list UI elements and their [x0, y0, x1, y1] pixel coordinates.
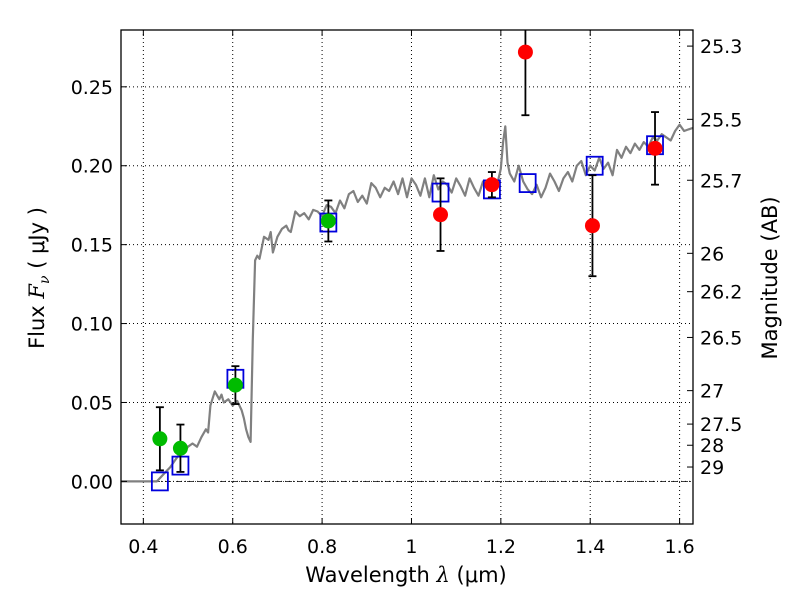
observed-point	[227, 377, 243, 393]
plot-frame	[120, 29, 694, 525]
mag-tick-label: 25.7	[700, 170, 742, 192]
y-tick-label: 0.20	[71, 156, 113, 178]
mag-tick-label: 25.5	[700, 109, 742, 131]
plot-area	[121, 30, 693, 492]
mag-tick-label: 26	[700, 243, 724, 265]
observed-point	[584, 218, 600, 234]
observed-point	[320, 213, 336, 229]
mag-tick-label: 26.5	[700, 327, 742, 349]
sed-model-line	[121, 123, 693, 483]
observed-point	[647, 140, 663, 156]
x-tick-label: 0.6	[218, 536, 248, 558]
x-tick-label: 1.6	[664, 536, 694, 558]
mag-tick-label: 27	[700, 381, 724, 403]
observed-point	[484, 177, 500, 193]
y-tick-label: 0.00	[71, 471, 113, 493]
observed-point	[172, 440, 188, 456]
x-tick-label: 1.4	[575, 536, 605, 558]
mag-tick-label: 28	[700, 435, 724, 457]
y2-axis-label: Magnitude (AB)	[758, 196, 782, 359]
model-photometry-square	[518, 173, 537, 193]
x-tick-label: 0.8	[307, 536, 337, 558]
mag-tick-label: 29	[700, 457, 724, 479]
y-axis-label: Flux Fν ( μJy )	[25, 207, 53, 349]
x-tick-label: 1	[405, 536, 417, 558]
y-tick-label: 0.10	[71, 314, 113, 336]
mag-tick-label: 27.5	[700, 414, 742, 436]
x-tick-label: 1.2	[486, 536, 516, 558]
mag-tick-label: 25.3	[700, 36, 742, 58]
grid	[121, 30, 693, 524]
axes	[120, 29, 694, 525]
x-axis-label: Wavelength λ (μm)	[305, 563, 506, 587]
mag-tick-label: 26.2	[700, 282, 742, 304]
observed-point	[433, 207, 449, 223]
y-tick-label: 0.15	[71, 235, 113, 257]
y-tick-label: 0.25	[71, 77, 113, 99]
y-tick-label: 0.05	[71, 392, 113, 414]
observed-point	[152, 431, 168, 447]
x-tick-label: 0.4	[128, 536, 158, 558]
observed-point	[517, 44, 533, 60]
tick-labels: 0.4 0.6 0.8 1 1.2 1.4 1.6 0.00 0.05 0.10 0.15 0.20 0…	[71, 36, 743, 558]
model-photometry-square	[150, 471, 169, 492]
